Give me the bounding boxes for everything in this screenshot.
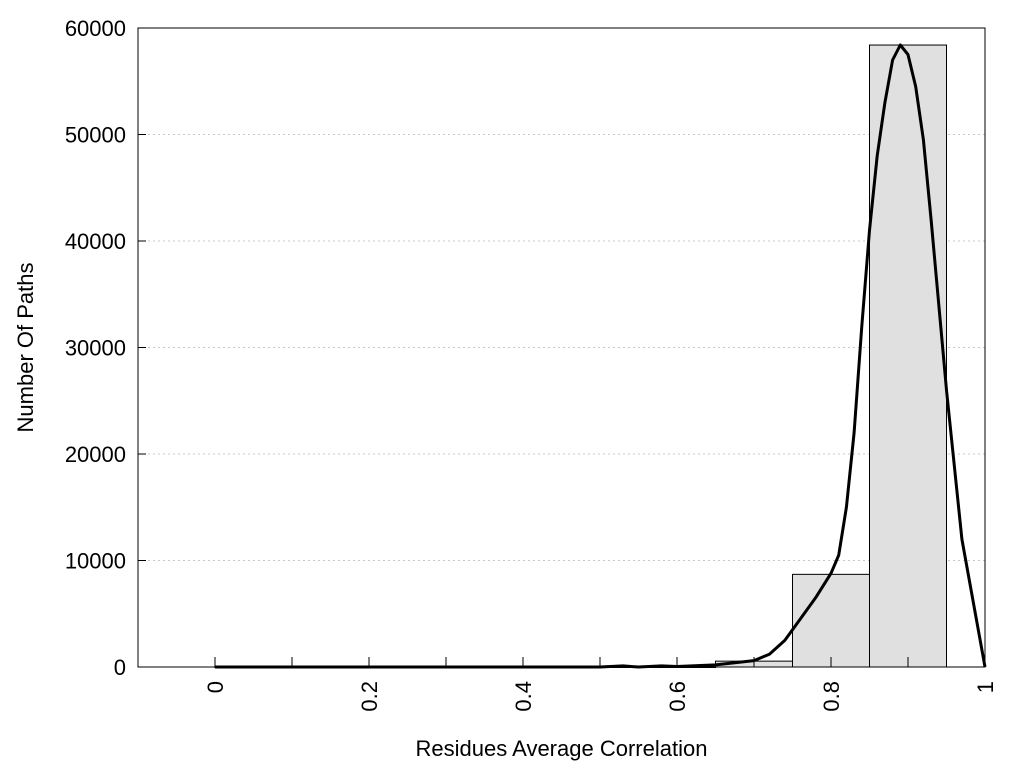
histogram-bars <box>214 44 947 668</box>
plot-frame <box>137 27 986 668</box>
y-axis-label: Number Of Paths <box>13 263 38 433</box>
y-tick-label: 50000 <box>65 123 126 148</box>
x-tick-label: 0.8 <box>819 681 844 712</box>
x-tick-labels: 0 0.2 0.4 0.6 0.8 1 <box>203 681 998 712</box>
y-tick-label: 30000 <box>65 336 126 361</box>
y-tick-label: 60000 <box>65 16 126 41</box>
x-tick-label: 0.2 <box>357 681 382 712</box>
grid-lines <box>138 134 985 561</box>
x-tick-label: 0.4 <box>511 681 536 712</box>
histogram-bar <box>792 573 870 668</box>
x-axis-label: Residues Average Correlation <box>416 736 708 761</box>
y-tick-label: 0 <box>114 655 126 680</box>
axis-ticks <box>138 27 986 668</box>
x-tick-label: 0 <box>203 681 228 693</box>
x-tick-label: 0.6 <box>665 681 690 712</box>
y-tick-labels: 0 10000 20000 30000 40000 50000 60000 <box>65 16 126 680</box>
histogram-bar <box>869 44 947 668</box>
y-tick-label: 10000 <box>65 549 126 574</box>
x-tick-label: 1 <box>973 681 998 693</box>
y-tick-label: 40000 <box>65 229 126 254</box>
y-tick-label: 20000 <box>65 442 126 467</box>
